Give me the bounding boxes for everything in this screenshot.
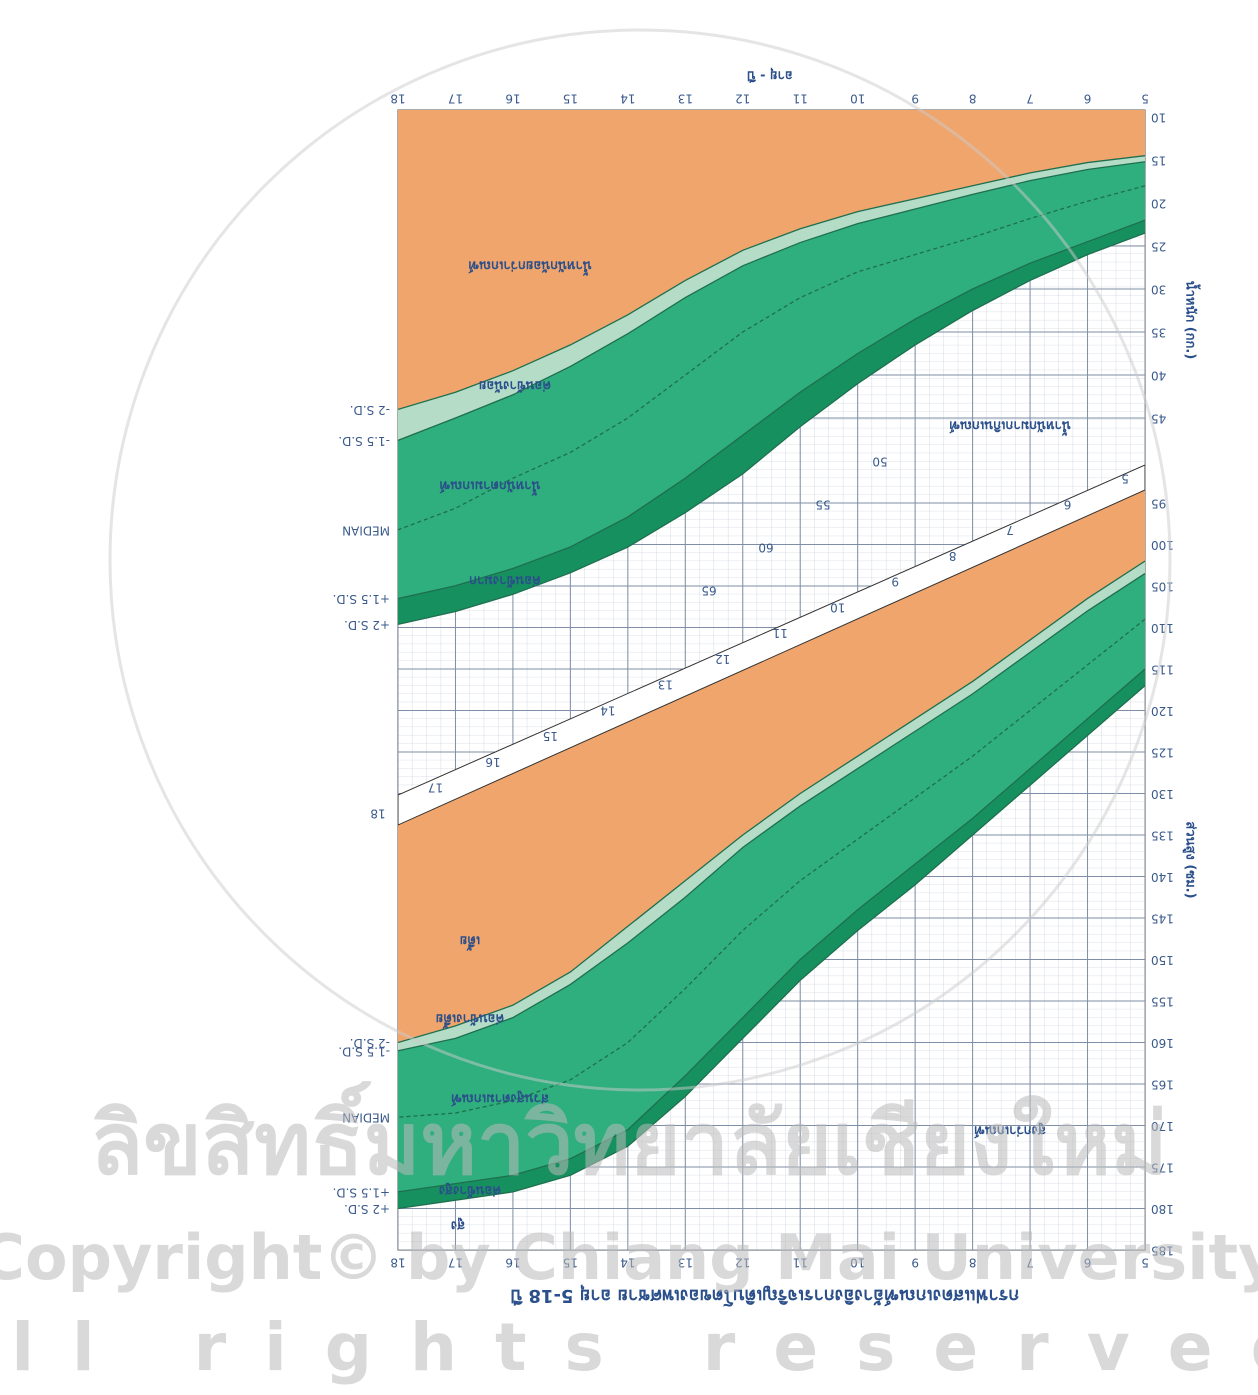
y-axis-label: ส่วนสูง (ซม.) [1183, 821, 1198, 898]
diagonal-label: 6 [1064, 497, 1072, 511]
inner-tick-label: 55 [815, 498, 830, 512]
diagonal-label: 10 [830, 600, 845, 614]
y-tick-label: 110 [1151, 621, 1174, 635]
y-tick-label: 10 [1151, 111, 1166, 125]
diagonal-label: 9 [891, 575, 899, 589]
y-tick-label: 180 [1151, 1202, 1174, 1216]
x-tick-label: 10 [850, 92, 865, 106]
y-tick-label: 125 [1151, 746, 1174, 760]
y-tick-label: 145 [1151, 912, 1174, 926]
diagonal-label: 7 [1006, 523, 1014, 537]
diagonal-label: 11 [773, 626, 788, 640]
diagonal-label: 13 [658, 678, 673, 692]
diagonal-label: 8 [949, 549, 957, 563]
y-tick-label: 140 [1151, 870, 1174, 884]
x-tick-label: 11 [793, 92, 808, 106]
series-label: -2 S.D. [350, 403, 390, 417]
y-axis-label: น้ำหนัก (กก.) [1183, 281, 1202, 360]
x-tick-label: 14 [620, 92, 635, 106]
x-tick-label: 9 [911, 92, 919, 106]
series-label: MEDIAN [342, 523, 390, 537]
inner-tick-label: 65 [701, 584, 716, 598]
y-tick-label: 160 [1151, 1036, 1174, 1050]
diagonal-label: 5 [1121, 472, 1129, 486]
y-tick-label: 25 [1151, 240, 1166, 254]
y-tick-label: 165 [1151, 1078, 1174, 1092]
y-tick-label: 35 [1151, 326, 1166, 340]
x-tick-label: 15 [563, 92, 578, 106]
y-tick-label: 95 [1151, 497, 1166, 511]
y-tick-label: 130 [1151, 787, 1174, 801]
y-tick-label: 40 [1151, 369, 1166, 383]
y-tick-label: 120 [1151, 704, 1174, 718]
series-label: -1.5 S.D. [338, 434, 390, 448]
watermark-thai: ลิขสิทธิ์มหาวิทยาลัยเชียงใหม่ [90, 1080, 1167, 1194]
y-tick-label: 20 [1151, 197, 1166, 211]
chart: 5566778899101011111212131314141515161617… [0, 0, 1258, 1395]
diagonal-label: 14 [600, 703, 615, 717]
diagonal-label: 18 [370, 807, 385, 821]
x-tick-label: 17 [448, 92, 463, 106]
x-tick-label: 13 [678, 92, 693, 106]
zone-label: ค่อนข้างน้อย [479, 378, 551, 394]
series-label: +2 S.D. [344, 1202, 390, 1216]
diagonal-label: 15 [543, 729, 558, 743]
y-tick-label: 30 [1151, 283, 1166, 297]
x-tick-label: 16 [505, 92, 520, 106]
diagonal-label: 12 [715, 652, 730, 666]
page: {"chart_data":[ {"type":"line","title":"… [0, 0, 1258, 1395]
x-tick-label: 12 [735, 92, 750, 106]
watermark-rights: All rights reserved [0, 1309, 1258, 1386]
inner-tick-label: 50 [872, 455, 887, 469]
y-tick-label: 150 [1151, 953, 1174, 967]
inner-tick-label: 60 [758, 541, 773, 555]
zone-label: ค่อนข้างมาก [469, 573, 541, 589]
x-axis-label: อายุ - ปี [747, 68, 792, 84]
watermark-copyright: Copyright© by Chiang Mai University [0, 1221, 1258, 1294]
x-tick-label: 7 [1026, 92, 1034, 106]
diagonal-label: 16 [485, 755, 500, 769]
diagonal-label: 17 [428, 781, 443, 795]
x-tick-label: 18 [390, 92, 405, 106]
y-tick-label: 15 [1151, 154, 1166, 168]
x-tick-label: 6 [1084, 92, 1092, 106]
x-tick-label: 8 [969, 92, 977, 106]
y-tick-label: 155 [1151, 995, 1174, 1009]
x-tick-label: 5 [1141, 92, 1149, 106]
series-label: +2 S.D. [344, 618, 390, 632]
y-tick-label: 115 [1151, 663, 1174, 677]
y-tick-label: 135 [1151, 829, 1174, 843]
series-label: -1.5 S.D. [338, 1044, 390, 1058]
series-label: +1.5 S.D. [333, 592, 390, 606]
